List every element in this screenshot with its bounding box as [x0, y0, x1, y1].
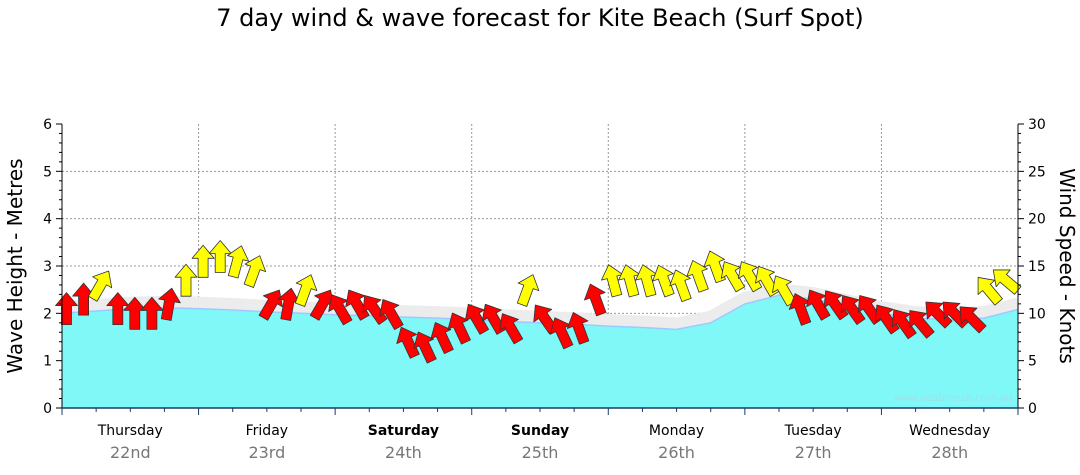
y-tick-label: 3	[43, 259, 52, 275]
day-label: Monday	[649, 423, 704, 439]
wind-arrow	[498, 313, 524, 345]
day-label: Saturday	[368, 423, 439, 439]
wind-arrow	[243, 255, 267, 288]
y2-tick-label: 15	[1028, 259, 1046, 275]
day-label: Tuesday	[784, 423, 842, 439]
y2-axis-title: Wind Speed - Knots	[1055, 168, 1079, 364]
wind-arrow	[566, 312, 590, 345]
wind-arrow	[87, 270, 113, 302]
date-label: 25th	[522, 443, 559, 462]
wind-arrow	[258, 289, 283, 321]
date-label: 22nd	[110, 443, 151, 462]
wind-arrow	[379, 299, 404, 331]
day-label: Wednesday	[909, 423, 990, 439]
wind-arrow	[840, 295, 866, 325]
wind-arrow	[430, 322, 454, 355]
wind-arrow	[874, 304, 900, 335]
wind-arrow	[464, 303, 490, 335]
wind-arrow	[294, 274, 318, 307]
wind-arrow	[447, 312, 471, 345]
wind-arrow	[55, 292, 78, 326]
wind-arrow	[584, 283, 607, 317]
date-label: 24th	[385, 443, 422, 462]
wind-arrow	[959, 306, 987, 334]
watermark: www.seabreeze.com.au	[894, 393, 1012, 404]
y2-tick-label: 20	[1028, 212, 1046, 228]
y2-tick-label: 10	[1028, 306, 1046, 322]
date-label: 26th	[658, 443, 695, 462]
y-tick-label: 2	[43, 306, 52, 322]
y-tick-label: 1	[43, 354, 52, 370]
date-label: 23rd	[248, 443, 285, 462]
wind-arrow	[174, 263, 198, 297]
wind-arrow	[227, 245, 250, 279]
y-tick-label: 6	[43, 117, 52, 133]
wind-arrow	[977, 277, 1003, 306]
y2-tick-label: 5	[1028, 354, 1037, 370]
y-axis-title: Wave Height - Metres	[3, 158, 27, 373]
wind-arrow	[737, 261, 763, 293]
wind-arrow	[652, 264, 675, 298]
chart-title: 7 day wind & wave forecast for Kite Beac…	[216, 4, 864, 32]
wave-area	[62, 295, 1018, 408]
wind-arrow	[396, 326, 420, 359]
y-tick-label: 5	[43, 164, 52, 180]
wind-arrow	[516, 274, 540, 307]
wind-arrow	[158, 287, 181, 321]
y2-tick-label: 25	[1028, 164, 1046, 180]
wind-arrow	[720, 261, 746, 293]
wind-arrow	[140, 296, 164, 330]
wind-arrow	[191, 244, 215, 278]
y2-tick-label: 0	[1028, 401, 1037, 417]
day-label: Friday	[246, 423, 288, 439]
wind-arrow	[909, 310, 935, 339]
wind-arrow	[413, 331, 437, 364]
day-label: Sunday	[511, 423, 569, 439]
y-tick-label: 4	[43, 212, 52, 228]
wind-arrow	[669, 269, 692, 303]
wind-arrow	[703, 250, 726, 284]
wind-arrow	[362, 295, 388, 325]
day-label: Thursday	[97, 423, 163, 439]
date-label: 27th	[795, 443, 832, 462]
date-label: 28th	[931, 443, 968, 462]
y-tick-label: 0	[43, 401, 52, 417]
wind-arrow	[925, 301, 953, 329]
wind-arrow	[686, 260, 709, 293]
y2-tick-label: 30	[1028, 117, 1046, 133]
wind-arrow	[823, 290, 849, 321]
